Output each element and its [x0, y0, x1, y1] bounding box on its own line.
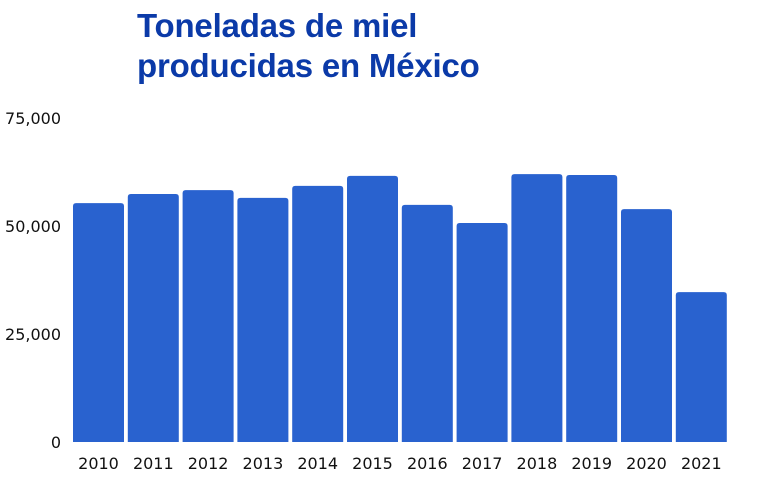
- x-tick-label: 2012: [188, 454, 229, 473]
- bar-2010: [73, 203, 124, 442]
- bar-2012: [182, 190, 234, 442]
- x-tick-label: 2010: [78, 454, 119, 473]
- x-tick-label: 2016: [407, 454, 448, 473]
- chart-title-line-1: Toneladas de miel: [137, 7, 418, 44]
- bar-2019: [566, 175, 618, 443]
- x-tick-label: 2011: [133, 454, 174, 473]
- chart-title: Toneladas de miel producidas en México: [137, 6, 480, 86]
- bar-2013: [237, 197, 289, 442]
- x-tick-label: 2021: [681, 454, 722, 473]
- x-tick-label: 2017: [462, 454, 503, 473]
- y-tick-label: 50,000: [5, 217, 61, 236]
- y-tick-label: 75,000: [5, 109, 61, 128]
- bar-2020: [621, 209, 672, 442]
- bar-2011: [127, 194, 179, 442]
- bar-2018: [511, 174, 563, 442]
- x-tick-label: 2020: [626, 454, 667, 473]
- x-tick-label: 2019: [571, 454, 612, 473]
- y-axis: 0 25,000 50,000 75,000: [5, 109, 61, 452]
- x-tick-label: 2015: [352, 454, 393, 473]
- bars: [73, 174, 727, 443]
- y-tick-label: 25,000: [5, 325, 61, 344]
- bar-2017: [456, 222, 508, 442]
- x-axis: 2010 2011 2012 2013 2014 2015 2016 2017 2018 2019…: [78, 454, 722, 473]
- x-tick-label: 2013: [243, 454, 284, 473]
- x-tick-label: 2018: [517, 454, 558, 473]
- y-tick-label: 0: [51, 433, 61, 452]
- bar-2015: [347, 175, 398, 442]
- bar-2014: [292, 185, 344, 442]
- bar-2021: [675, 292, 727, 442]
- bar-2016: [401, 204, 453, 442]
- chart-title-line-2: producidas en México: [137, 47, 480, 84]
- x-tick-label: 2014: [297, 454, 338, 473]
